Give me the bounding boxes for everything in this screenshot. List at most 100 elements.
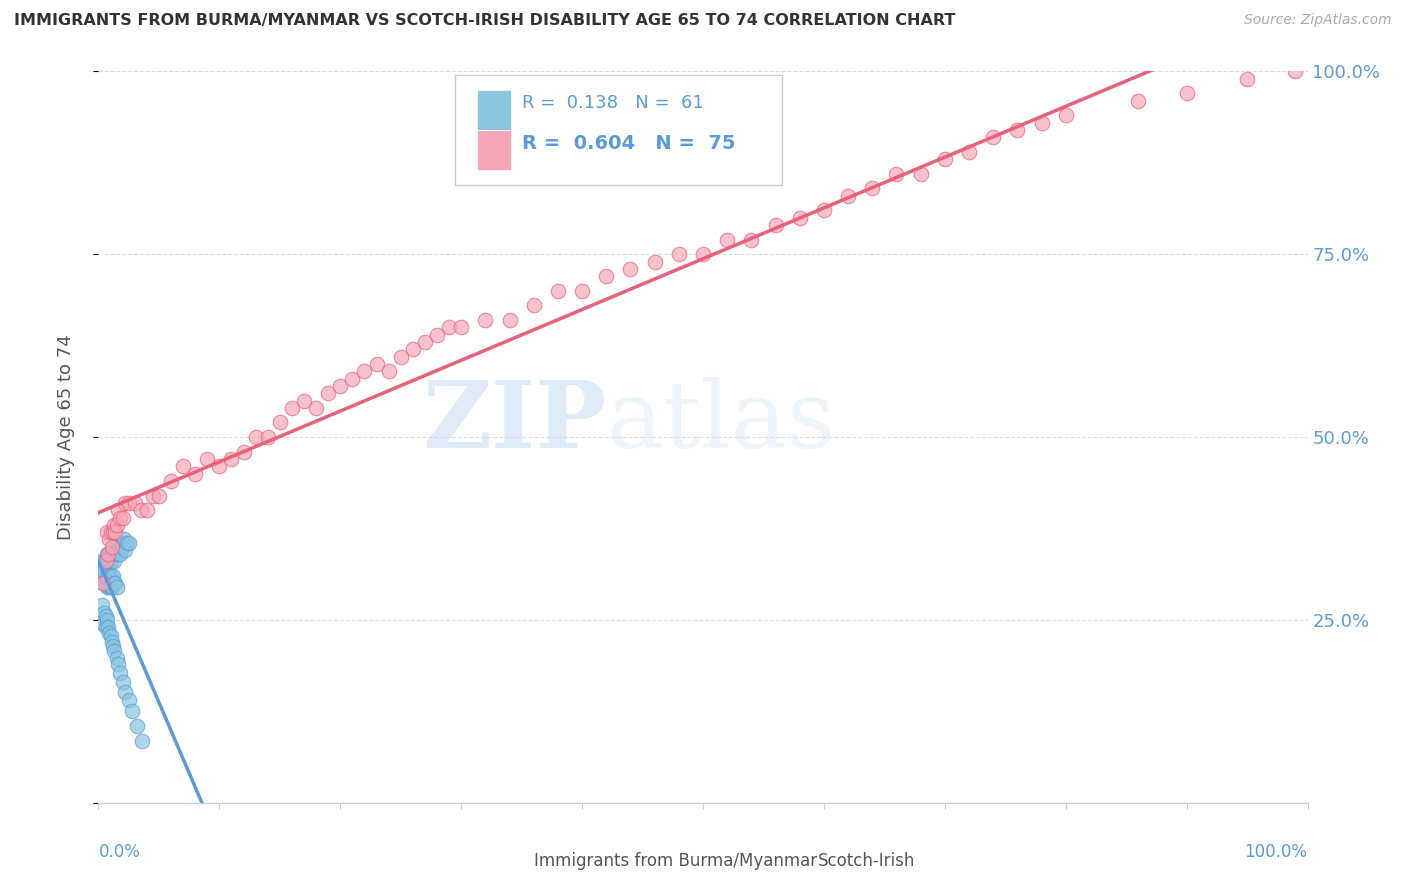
- Point: [98, 533, 121, 547]
- Point: [1007, 123, 1029, 137]
- Point: [91, 616, 114, 631]
- Point: [184, 467, 207, 481]
- Bar: [477, 130, 510, 170]
- Point: [195, 452, 218, 467]
- Point: [148, 489, 170, 503]
- Point: [111, 675, 134, 690]
- Point: [103, 643, 125, 657]
- Point: [413, 334, 436, 349]
- Point: [118, 693, 141, 707]
- Point: [105, 517, 128, 532]
- Point: [208, 459, 231, 474]
- Point: [377, 364, 399, 378]
- Point: [108, 547, 131, 561]
- Point: [910, 167, 932, 181]
- Point: [127, 719, 149, 733]
- Point: [269, 416, 291, 430]
- Point: [103, 554, 125, 568]
- Point: [668, 247, 690, 261]
- Point: [1236, 71, 1258, 86]
- Point: [135, 503, 157, 517]
- Point: [93, 569, 115, 583]
- Text: 0.0%: 0.0%: [98, 843, 141, 861]
- Point: [105, 543, 128, 558]
- Point: [118, 536, 141, 550]
- Point: [94, 620, 117, 634]
- Point: [100, 525, 122, 540]
- Point: [619, 261, 641, 276]
- Point: [101, 569, 124, 583]
- Point: [114, 684, 136, 698]
- Point: [644, 254, 666, 268]
- Point: [105, 651, 128, 665]
- Point: [1284, 64, 1306, 78]
- Point: [1175, 87, 1198, 101]
- Point: [96, 580, 118, 594]
- Point: [474, 313, 496, 327]
- Point: [813, 203, 835, 218]
- Text: Immigrants from Burma/Myanmar: Immigrants from Burma/Myanmar: [534, 852, 817, 870]
- Point: [98, 550, 121, 565]
- Point: [129, 503, 152, 517]
- Point: [91, 576, 114, 591]
- Point: [91, 576, 114, 591]
- Point: [101, 547, 124, 561]
- Point: [292, 393, 315, 408]
- Point: [789, 211, 811, 225]
- Point: [96, 547, 118, 561]
- Point: [111, 510, 134, 524]
- Point: [97, 620, 120, 634]
- Point: [100, 543, 122, 558]
- Point: [124, 496, 146, 510]
- Text: 100.0%: 100.0%: [1244, 843, 1308, 861]
- Point: [172, 459, 194, 474]
- Point: [1031, 115, 1053, 129]
- Point: [114, 543, 136, 558]
- Text: ZIP: ZIP: [422, 377, 606, 467]
- Point: [98, 554, 121, 568]
- Point: [860, 181, 883, 195]
- Point: [886, 167, 908, 181]
- Bar: [782, 850, 808, 871]
- Point: [426, 327, 449, 342]
- Point: [93, 606, 115, 620]
- Point: [305, 401, 328, 415]
- Point: [117, 536, 139, 550]
- Point: [94, 576, 117, 591]
- Bar: [498, 850, 524, 871]
- Point: [94, 573, 117, 587]
- Point: [765, 218, 787, 232]
- Point: [93, 566, 115, 580]
- Text: Source: ZipAtlas.com: Source: ZipAtlas.com: [1244, 13, 1392, 28]
- Point: [329, 379, 352, 393]
- Point: [107, 657, 129, 671]
- Point: [96, 550, 118, 565]
- Point: [256, 430, 278, 444]
- Point: [595, 269, 617, 284]
- Point: [108, 665, 131, 680]
- Point: [94, 609, 117, 624]
- Text: R =  0.138   N =  61: R = 0.138 N = 61: [522, 94, 703, 112]
- Point: [112, 533, 135, 547]
- Point: [104, 576, 127, 591]
- Point: [316, 386, 339, 401]
- Point: [981, 130, 1004, 145]
- Point: [100, 635, 122, 649]
- Point: [1054, 108, 1077, 122]
- Point: [245, 430, 267, 444]
- Point: [91, 569, 114, 583]
- Point: [104, 540, 127, 554]
- Point: [108, 510, 131, 524]
- Point: [101, 525, 124, 540]
- Point: [366, 357, 388, 371]
- Point: [91, 554, 114, 568]
- Text: atlas: atlas: [606, 377, 835, 467]
- Point: [100, 547, 122, 561]
- Point: [100, 580, 122, 594]
- FancyBboxPatch shape: [456, 75, 782, 185]
- Point: [100, 540, 122, 554]
- Point: [389, 350, 412, 364]
- Point: [716, 233, 738, 247]
- Point: [97, 569, 120, 583]
- Point: [100, 580, 122, 594]
